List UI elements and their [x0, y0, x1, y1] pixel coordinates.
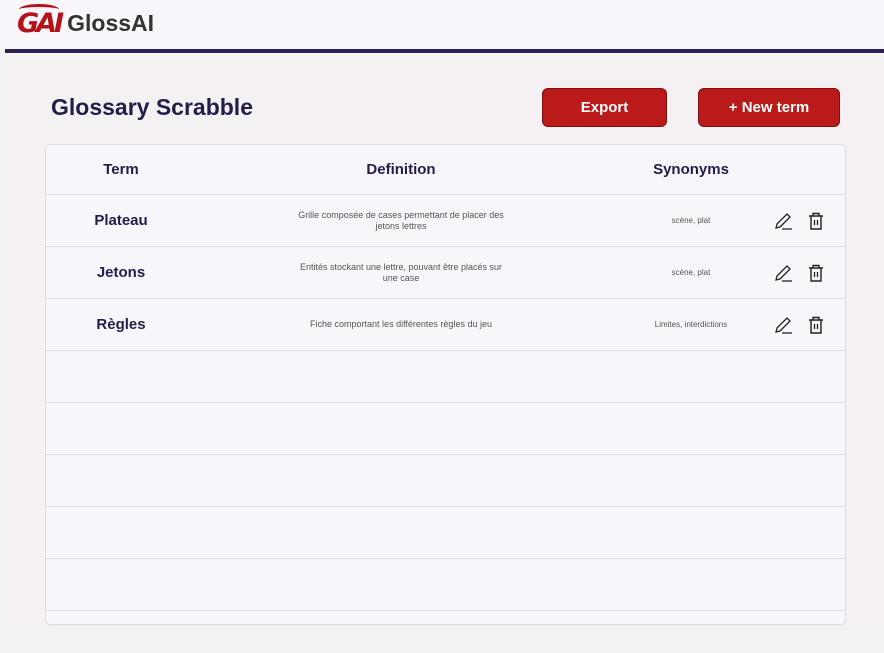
- header-term: Term: [103, 161, 139, 178]
- definition-cell: Fiche comportant les différentes règles …: [310, 319, 492, 329]
- trash-icon[interactable]: [806, 263, 826, 283]
- empty-table-row: [46, 455, 845, 507]
- table-row: Règles Fiche comportant les différentes …: [46, 299, 845, 351]
- synonyms-cell: scène, plat: [671, 268, 711, 277]
- logo-mark: GAI: [17, 4, 64, 39]
- empty-table-row: [46, 351, 845, 403]
- header-divider: [5, 49, 884, 53]
- empty-table-row: [46, 507, 845, 559]
- export-button[interactable]: Export: [542, 88, 667, 127]
- empty-table-row: [46, 559, 845, 611]
- trash-icon[interactable]: [806, 315, 826, 335]
- app-name: GlossAI: [67, 10, 155, 36]
- page-title: Glossary Scrabble: [51, 94, 253, 120]
- table-row: Jetons Entités stockant une lettre, pouv…: [46, 247, 845, 299]
- table-row: Plateau Grille composée de cases permett…: [46, 195, 845, 247]
- top-bar: GAI GlossAI: [0, 0, 884, 50]
- table-header: Term Definition Synonyms: [46, 145, 845, 195]
- term-cell: Plateau: [94, 212, 148, 229]
- header-synonyms: Synonyms: [653, 161, 729, 178]
- logo[interactable]: GAI GlossAI: [17, 4, 155, 39]
- term-cell: Jetons: [96, 264, 146, 281]
- edit-icon[interactable]: [773, 263, 793, 283]
- edit-icon[interactable]: [773, 211, 793, 231]
- empty-table-row: [46, 403, 845, 455]
- header-definition: Definition: [366, 161, 436, 178]
- term-cell: Règles: [96, 316, 146, 333]
- synonyms-cell: Limites, interdictions: [654, 320, 728, 329]
- synonyms-cell: scène, plat: [671, 216, 711, 225]
- definition-cell: Entités stockant une lettre, pouvant êtr…: [299, 261, 503, 283]
- glossary-table: Term Definition Synonyms Plateau Grille …: [45, 144, 846, 625]
- definition-cell: Grille composée de cases permettant de p…: [298, 209, 504, 231]
- edit-icon[interactable]: [773, 315, 793, 335]
- new-term-button[interactable]: + New term: [698, 88, 840, 127]
- trash-icon[interactable]: [806, 211, 826, 231]
